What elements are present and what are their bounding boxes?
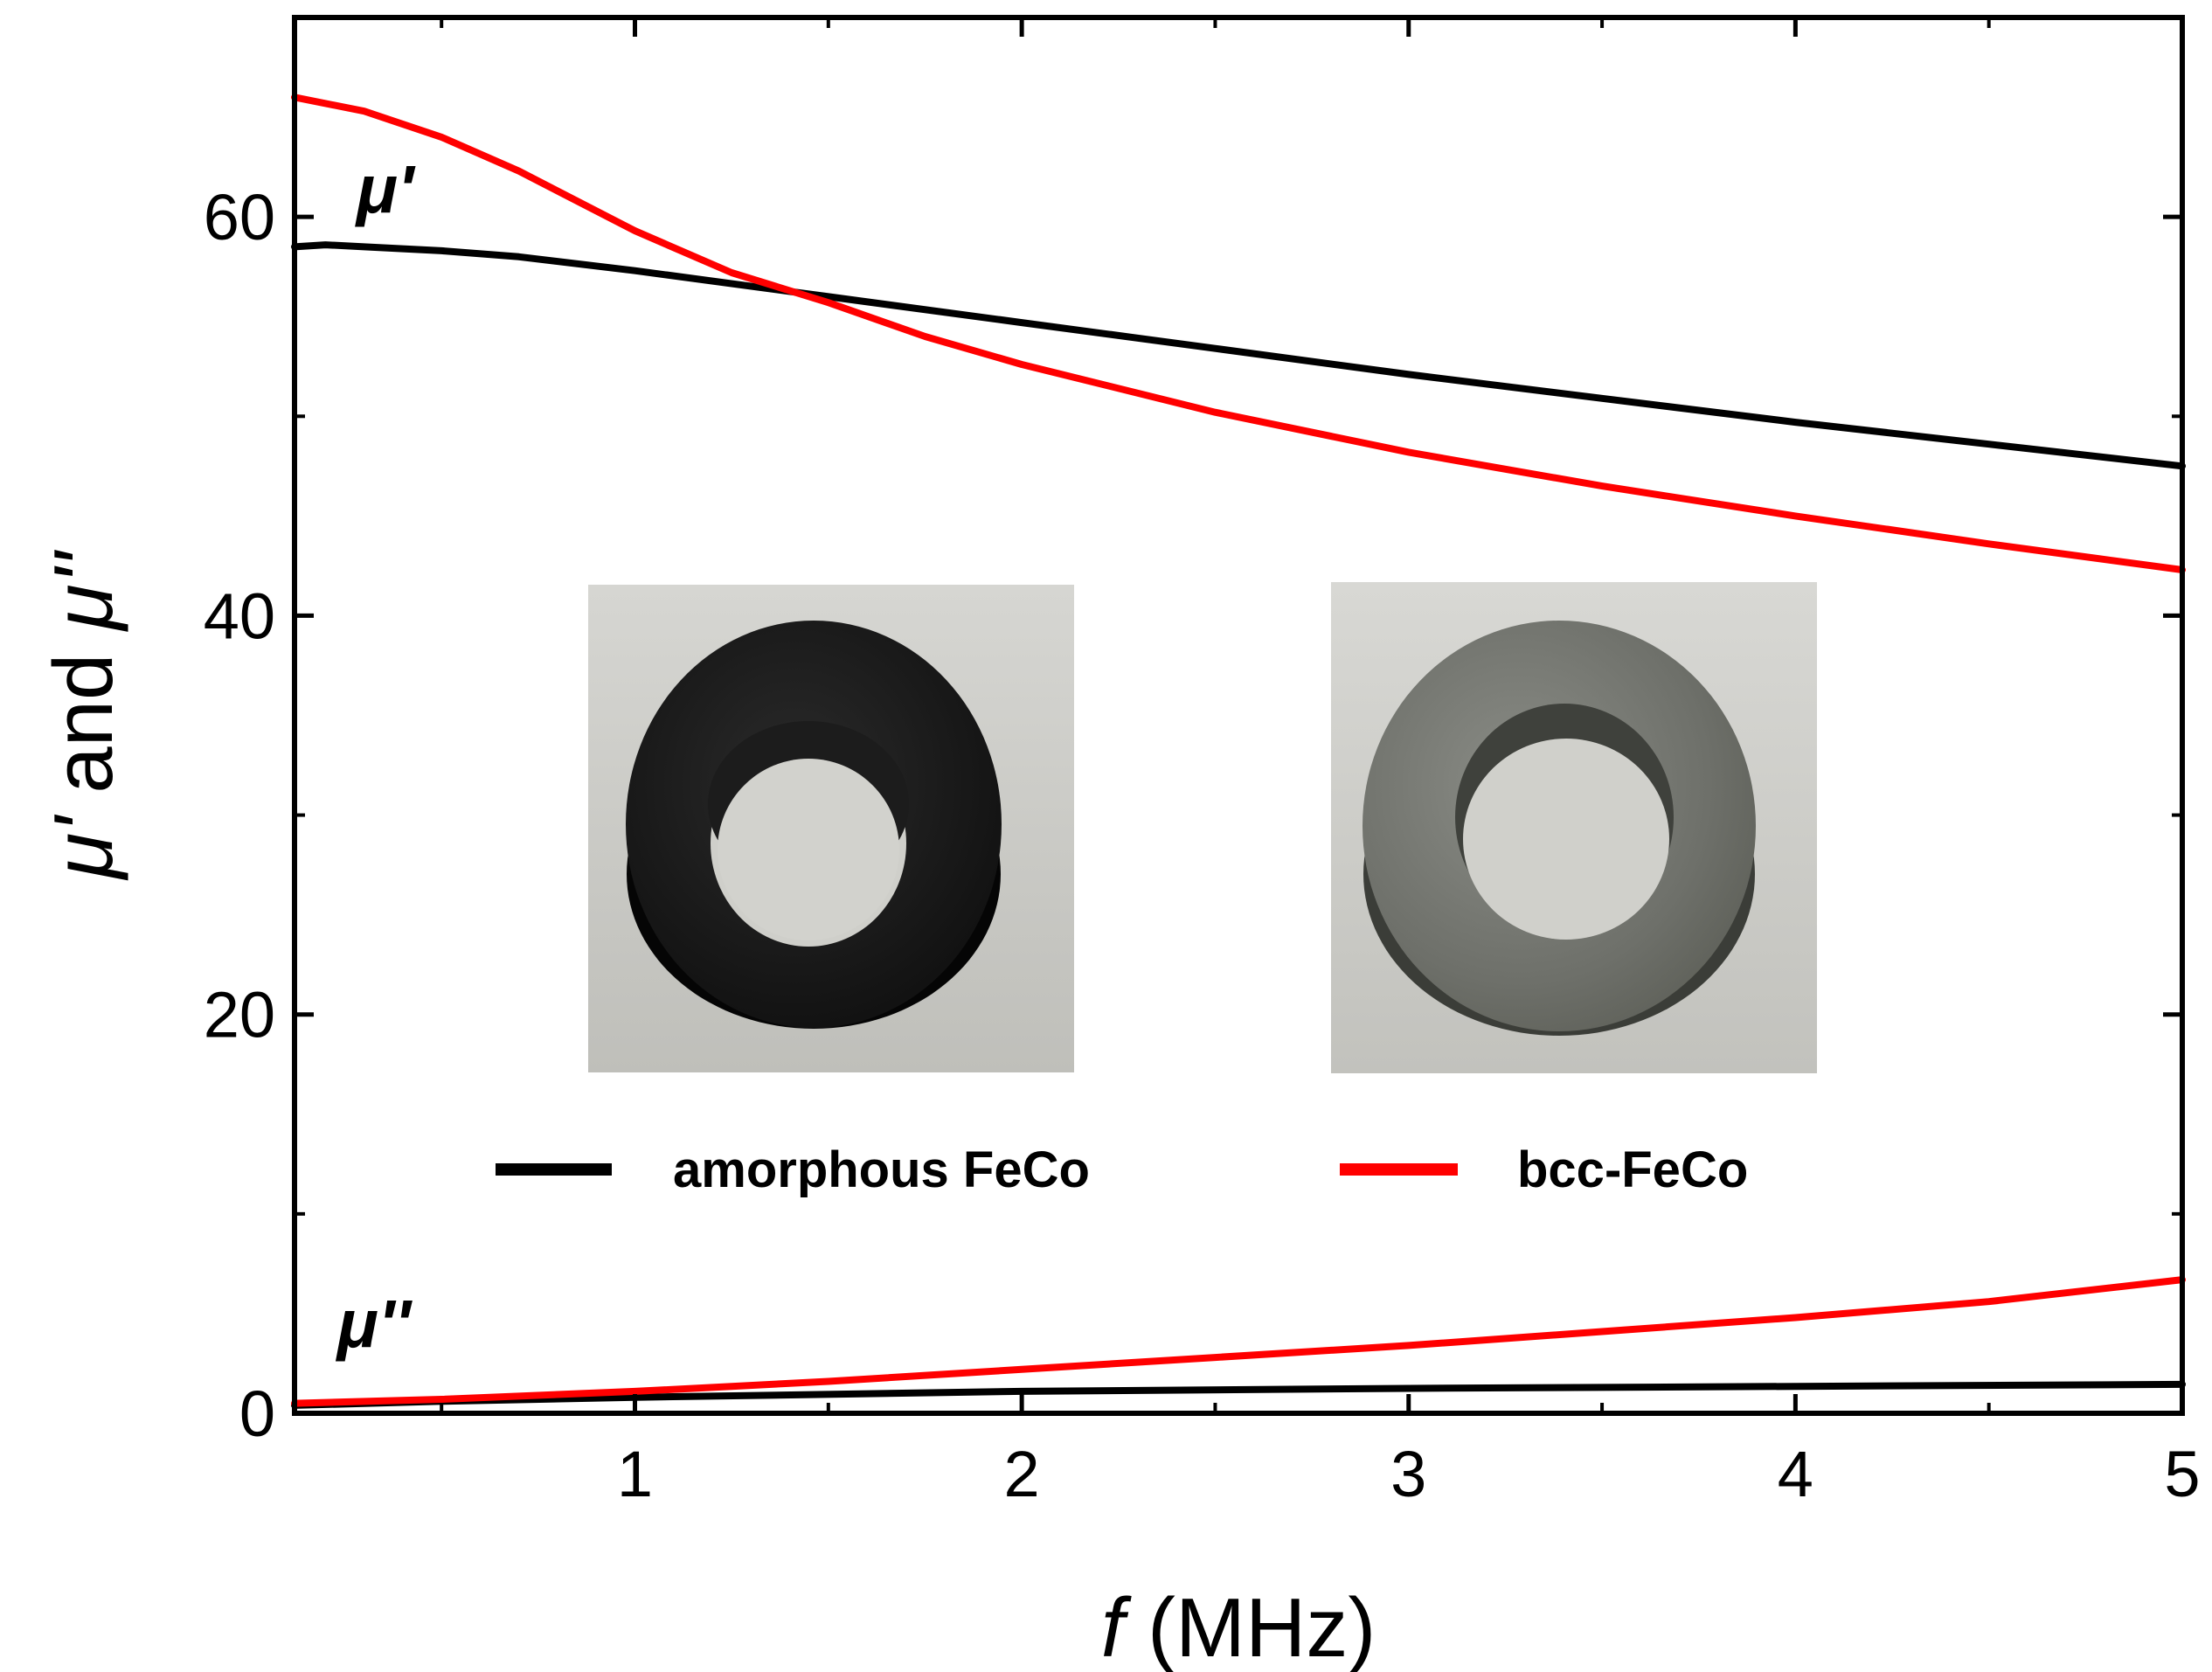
y-axis-title: μ' and μ'' [37, 549, 130, 881]
y-tick-label: 60 [204, 181, 275, 253]
plot-area: 1 2 3 4 5 0 20 40 60 f (MHz) μ' and μ'' μ' μ'' amorph… [37, 15, 2201, 1672]
series-line-amorphous-feco-0 [291, 241, 2186, 470]
amorphous-feco-ring-photo [588, 585, 1074, 1072]
y-tick-label: 0 [239, 1377, 275, 1450]
x-tick-label: 5 [2164, 1438, 2200, 1510]
series-line-bcc-feco-3 [291, 1276, 2186, 1407]
x-tick-label: 2 [1004, 1438, 1040, 1510]
bcc-feco-ring-photo [1331, 582, 1817, 1073]
y-tick-label: 40 [204, 579, 275, 652]
legend-label-0: amorphous FeCo [673, 1141, 1090, 1198]
x-tick-label: 1 [617, 1438, 653, 1510]
plot-frame [292, 15, 2185, 1416]
annotation-label-0: μ' [355, 151, 416, 228]
inset-photos [588, 582, 1817, 1073]
y-tick-label: 20 [204, 979, 275, 1051]
x-tick-label: 4 [1778, 1438, 1813, 1510]
annotation-label-1: μ'' [336, 1286, 413, 1363]
series-line-bcc-feco-1 [291, 94, 2186, 573]
x-tick-label: 3 [1390, 1438, 1426, 1510]
x-axis-title: f (MHz) [1101, 1581, 1376, 1672]
legend-label-1: bcc-FeCo [1517, 1141, 1748, 1198]
